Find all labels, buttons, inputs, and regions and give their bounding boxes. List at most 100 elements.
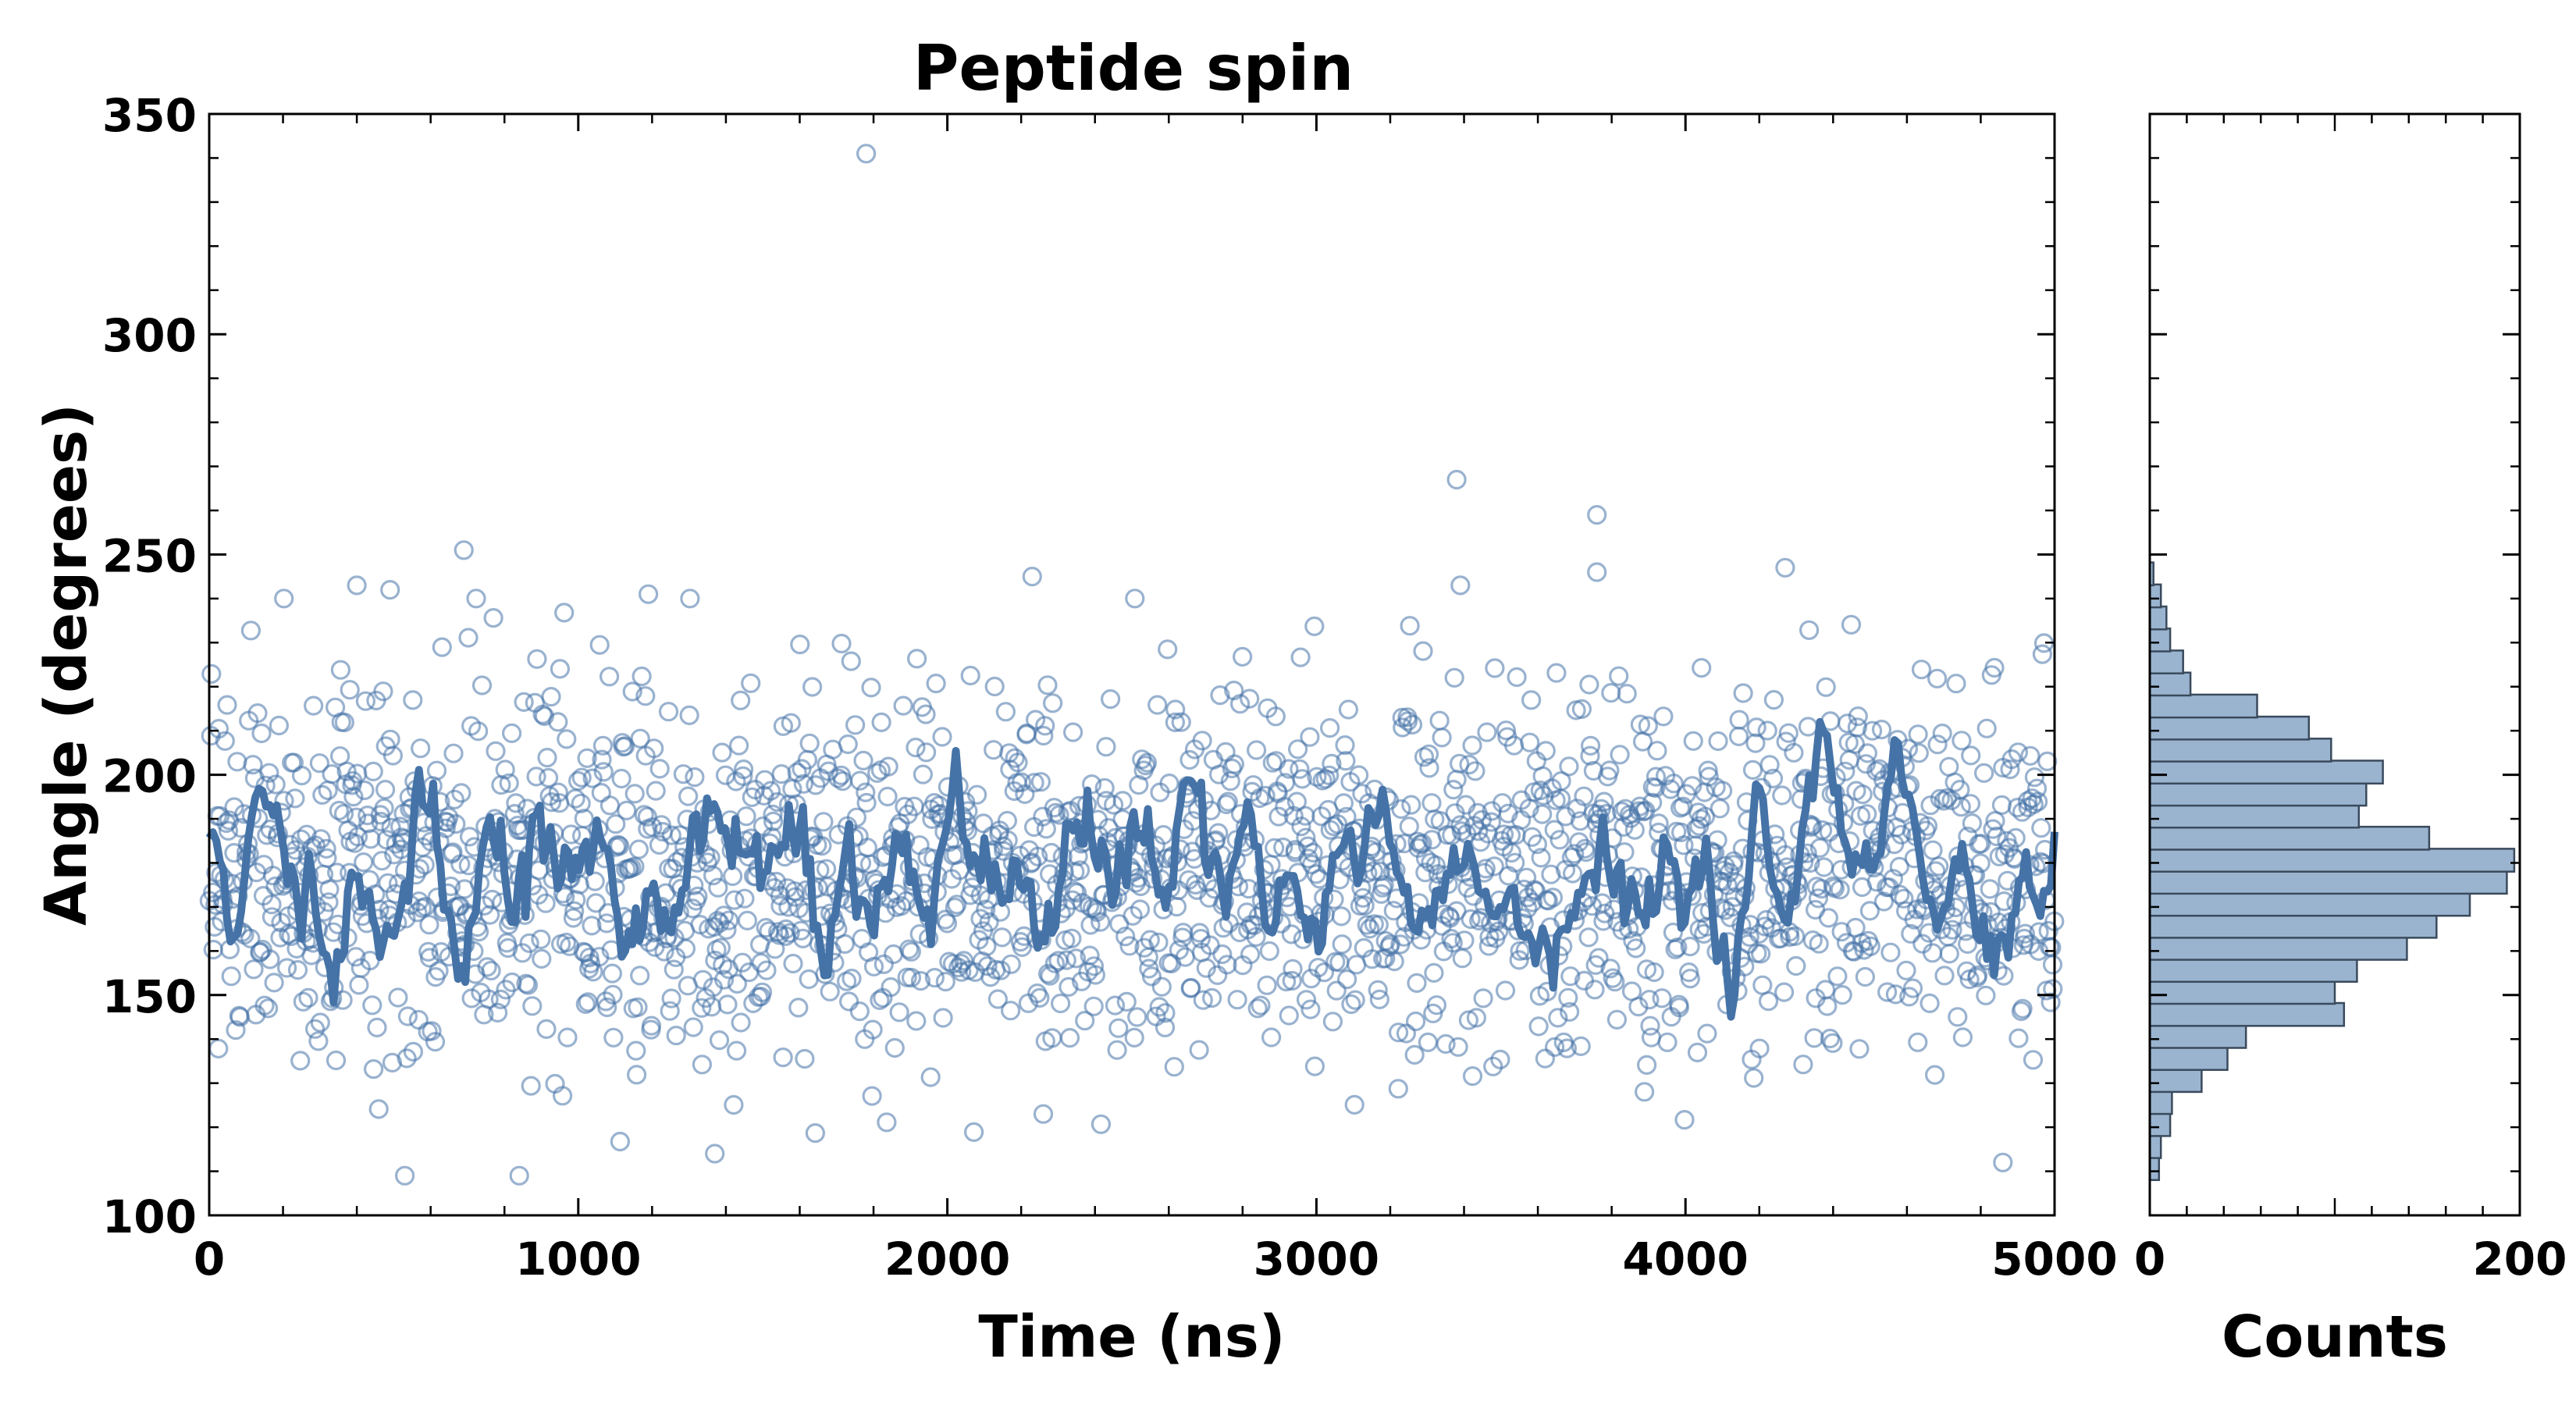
scatter-point xyxy=(1902,978,1923,998)
scatter-point xyxy=(585,893,607,913)
scatter-point xyxy=(1105,995,1126,1016)
scatter-point xyxy=(856,792,877,813)
scatter-point xyxy=(2028,791,2048,812)
scatter-point xyxy=(380,579,400,600)
scatter-point xyxy=(1308,958,1329,978)
scatter-point xyxy=(644,738,664,759)
scatter-point xyxy=(1462,1065,1483,1087)
scatter-point xyxy=(877,786,898,807)
scatter-point xyxy=(1823,1033,1843,1053)
scatter-point xyxy=(1158,639,1178,660)
scatter-point xyxy=(1562,863,1583,884)
scatter-point xyxy=(1418,744,1439,764)
scatter-point xyxy=(787,762,807,783)
scatter-point xyxy=(1580,745,1600,766)
scatter-point xyxy=(264,973,284,993)
histogram-bar xyxy=(2148,627,2172,653)
scatter-point xyxy=(1022,566,1042,587)
histogram-bar xyxy=(2148,1156,2161,1182)
scatter-point xyxy=(1164,1057,1184,1077)
scatter-point xyxy=(624,784,645,804)
scatter-point xyxy=(1208,823,1229,843)
scatter-point xyxy=(666,1025,686,1046)
scatter-point xyxy=(419,915,439,935)
scatter-point xyxy=(589,635,610,655)
scatter-point xyxy=(1635,1082,1655,1102)
scatter-point xyxy=(1215,742,1236,763)
scatter-point xyxy=(1746,717,1767,738)
scatter-point xyxy=(649,759,670,779)
scatter-point xyxy=(1647,741,1667,761)
scatter-point xyxy=(1286,791,1308,812)
scatter-point xyxy=(1171,712,1191,732)
scatter-point xyxy=(675,938,696,959)
scatter-point xyxy=(309,753,329,774)
scatter-point xyxy=(1564,844,1585,864)
scatter-point xyxy=(1357,915,1377,935)
scatter-point xyxy=(1663,774,1684,794)
scatter-point xyxy=(518,975,539,995)
scatter-point xyxy=(403,690,423,710)
scatter-point xyxy=(1011,772,1032,792)
scatter-point xyxy=(486,741,506,761)
histogram-bar xyxy=(2148,803,2361,829)
scatter-point xyxy=(1034,725,1054,746)
scatter-point xyxy=(1763,768,1784,789)
scatter-point xyxy=(251,723,272,744)
scatter-point xyxy=(1056,950,1076,970)
histogram-bar xyxy=(2148,759,2384,785)
scatter-point xyxy=(319,879,340,899)
scatter-point xyxy=(1680,969,1700,989)
scatter-point xyxy=(327,863,347,883)
scatter-point xyxy=(1229,694,1251,714)
scatter-point xyxy=(1115,927,1136,947)
scatter-point xyxy=(1932,723,1952,744)
scatter-point xyxy=(1331,906,1351,927)
scatter-point xyxy=(1574,786,1594,806)
scatter-point xyxy=(1224,754,1245,774)
scatter-point xyxy=(349,975,369,995)
scatter-point xyxy=(717,919,737,940)
scatter-point xyxy=(254,995,275,1016)
scatter-point xyxy=(1520,732,1540,752)
scatter-point xyxy=(1201,987,1222,1008)
scatter-point xyxy=(1354,895,1375,916)
scatter-point xyxy=(841,968,862,989)
scatter-point xyxy=(322,764,342,784)
scatter-point xyxy=(340,680,360,700)
scatter-point xyxy=(574,809,594,829)
running-average-path xyxy=(205,717,2058,1021)
scatter-point xyxy=(1799,620,1820,640)
scatter-point xyxy=(737,910,758,931)
scatter-point xyxy=(240,928,261,949)
scatter-point xyxy=(1849,1039,1870,1059)
scatter-point xyxy=(933,1008,953,1028)
scatter-point xyxy=(1589,948,1609,968)
scatter-point xyxy=(1628,996,1649,1017)
scatter-point xyxy=(1405,1011,1426,1032)
scatter-point xyxy=(1649,813,1669,834)
scatter-point xyxy=(1268,806,1289,827)
scatter-point xyxy=(722,866,743,887)
scatter-point xyxy=(1429,710,1450,731)
scatter-point xyxy=(1246,740,1267,760)
scatter-point xyxy=(1483,1056,1503,1076)
scatter-point xyxy=(1535,741,1556,761)
scatter-point xyxy=(1477,722,1497,742)
scatter-point xyxy=(769,925,790,945)
scatter-point xyxy=(916,742,937,763)
scatter-point xyxy=(1885,984,1905,1005)
scatter-point xyxy=(661,988,681,1008)
scatter-point xyxy=(1402,714,1423,735)
histogram-bar xyxy=(2148,825,2431,851)
scatter-point xyxy=(2008,1028,2029,1048)
scatter-point xyxy=(603,1027,624,1048)
scatter-point xyxy=(1426,995,1447,1016)
scatter-point xyxy=(326,1050,347,1071)
scatter-point xyxy=(1952,731,1972,751)
scatter-point xyxy=(626,1065,647,1085)
scatter-point xyxy=(916,704,936,724)
scatter-point xyxy=(1593,911,1614,931)
x-tick-label: 4000 xyxy=(1622,1232,1748,1286)
scatter-point xyxy=(1980,879,2000,899)
